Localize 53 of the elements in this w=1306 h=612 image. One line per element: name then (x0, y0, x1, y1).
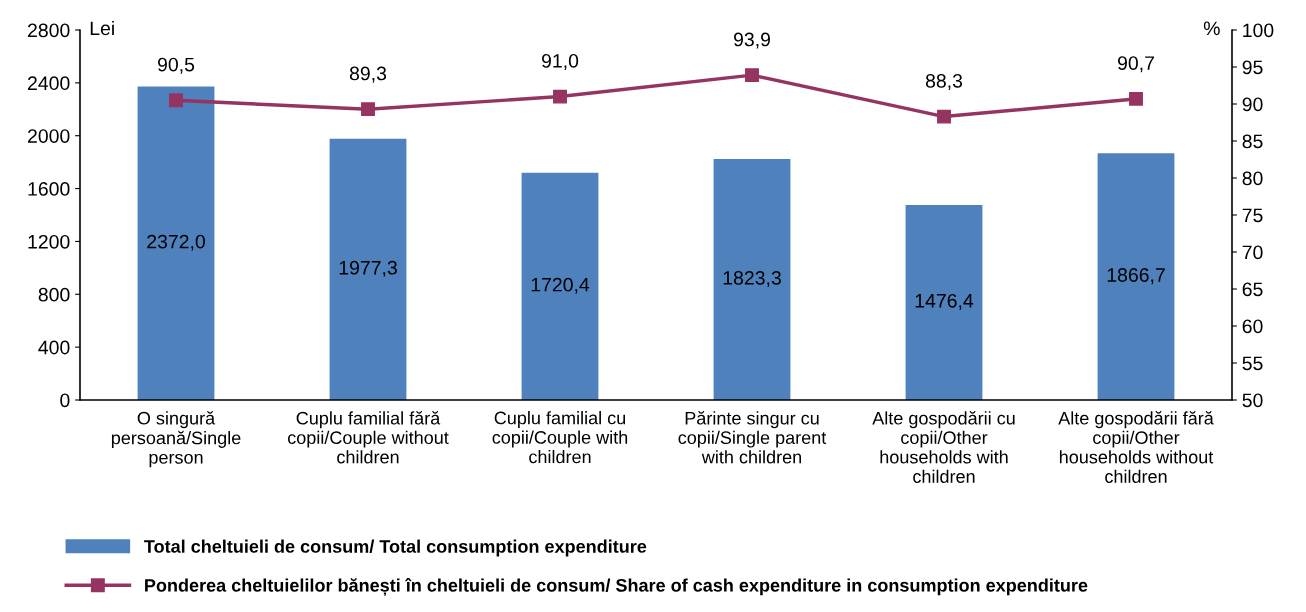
data-label: 93,9 (733, 32, 770, 49)
y-tick-label: 0 (60, 393, 70, 408)
x-tick-label: Alte gospodării fără copii/Other households without children (1058, 411, 1214, 483)
bar (521, 172, 599, 400)
y2-tick-label: 75 (1242, 208, 1263, 223)
point (1129, 91, 1143, 106)
bar (713, 159, 791, 400)
point (361, 102, 375, 117)
legend-label: Ponderea cheltuielilor bănești în cheltuieli de consum/ Share of cash expenditure in consumption expenditure (145, 578, 1088, 596)
point (553, 89, 567, 104)
bar (905, 204, 983, 400)
y-tick-label: 2800 (28, 23, 70, 38)
data-label: 1977,3 (339, 260, 397, 277)
y2-tick-label: 80 (1242, 171, 1263, 186)
y2-tick-label: 95 (1242, 60, 1263, 75)
y-tick-label: 800 (38, 287, 70, 302)
data-label: 1476,4 (915, 293, 974, 310)
bar (137, 86, 215, 400)
y2-tick-label: 50 (1242, 393, 1263, 408)
y2-tick-label: 85 (1242, 134, 1263, 149)
y-tick-label: 400 (38, 340, 70, 355)
x-tick-label: Cuplu familial cu copii/Couple with children (492, 411, 628, 464)
y2-tick-label: 65 (1242, 282, 1263, 297)
point (169, 93, 183, 108)
x-tick-label: Alte gospodării cu copii/Other households with children (872, 411, 1015, 483)
y2-axis-title: % (1203, 21, 1220, 36)
data-label: 90,7 (1117, 56, 1154, 73)
y-axis-title: Lei (90, 20, 114, 36)
y-tick-label: 2400 (28, 76, 70, 91)
data-label: 1866,7 (1107, 268, 1165, 285)
bar (329, 138, 407, 400)
y2-tick-label: 70 (1242, 245, 1263, 260)
y2-tick-label: 55 (1242, 356, 1263, 371)
data-label: 2372,0 (147, 234, 205, 251)
data-label: 90,5 (157, 57, 195, 74)
data-label: 1720,4 (531, 277, 590, 294)
legend-label: Total cheltuieli de consum/ Total consumption expenditure (144, 539, 647, 557)
bar (1097, 153, 1175, 400)
point (745, 68, 759, 83)
point (937, 109, 951, 124)
y2-tick-label: 60 (1242, 319, 1263, 334)
data-label: 91,0 (541, 53, 579, 71)
x-tick-label: Cuplu familial fără copii/Couple without children (287, 411, 449, 464)
data-label: 89,3 (349, 66, 387, 83)
y2-tick-label: 100 (1243, 23, 1274, 38)
x-tick-label: O singură persoană/Single person (111, 411, 241, 468)
data-label: 1823,3 (723, 270, 781, 288)
y-tick-label: 2000 (28, 129, 70, 143)
y2-tick-label: 90 (1242, 97, 1263, 112)
x-tick-label: Părinte singur cu copii/Single parent with children (678, 411, 827, 464)
data-label: 88,3 (925, 73, 963, 91)
y-tick-label: 1600 (28, 182, 70, 196)
y-tick-label: 1200 (28, 234, 70, 249)
